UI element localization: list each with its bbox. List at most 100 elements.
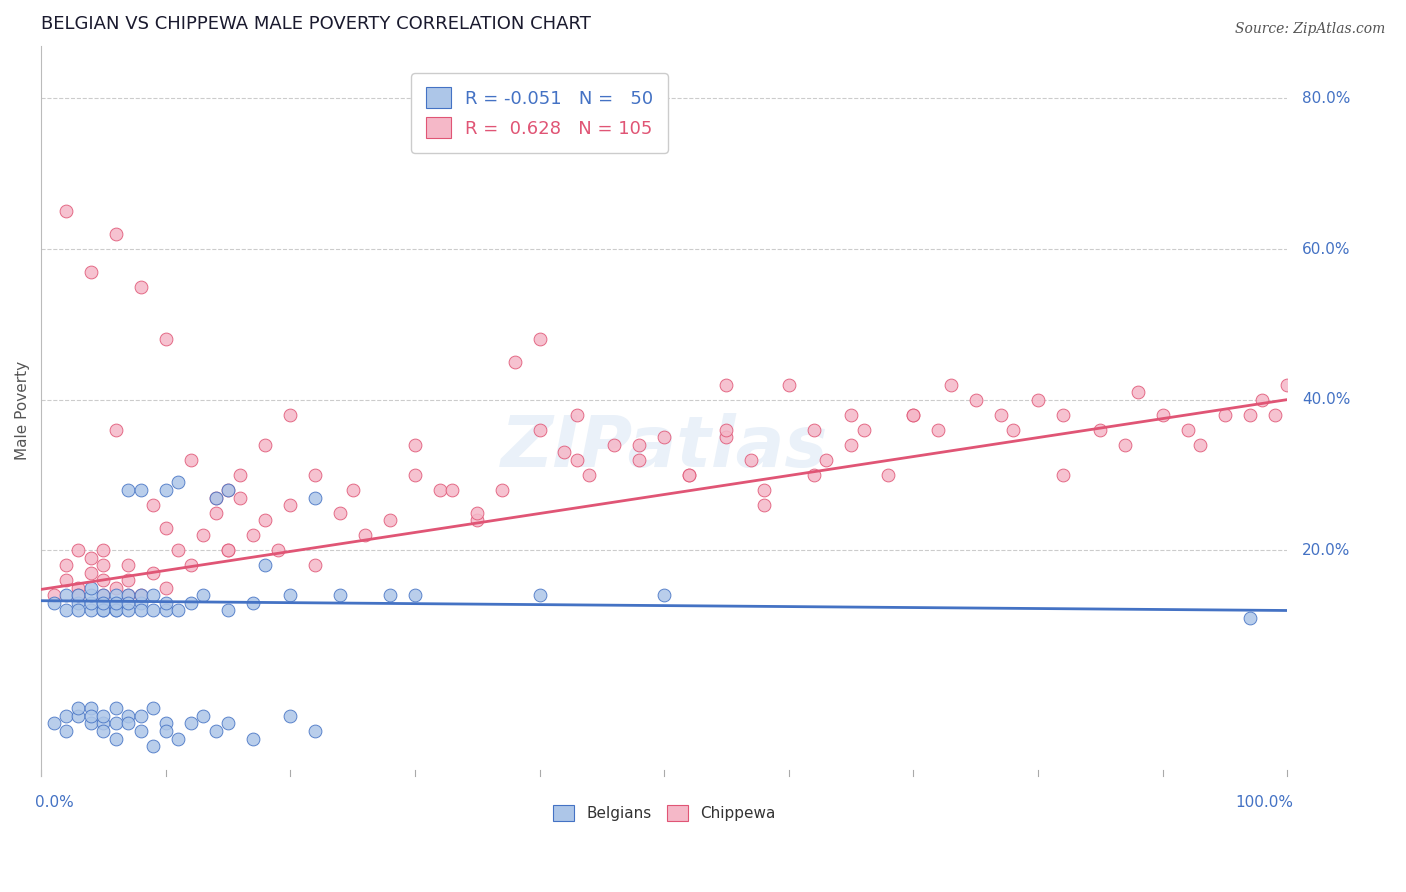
Point	[80, 550, 103, 565]
Point	[104, 589, 127, 603]
Point	[852, 423, 875, 437]
Point	[180, 453, 202, 467]
Point	[155, 716, 177, 731]
Point	[155, 581, 177, 595]
Point	[304, 467, 326, 482]
Point	[1251, 392, 1274, 407]
Point	[1052, 408, 1074, 422]
Text: 60.0%: 60.0%	[1302, 242, 1351, 257]
Point	[42, 596, 65, 610]
Point	[167, 731, 190, 746]
Point	[67, 596, 90, 610]
Point	[529, 589, 551, 603]
Point	[42, 589, 65, 603]
Point	[329, 506, 352, 520]
Point	[117, 558, 139, 573]
Point	[278, 589, 301, 603]
Point	[80, 589, 103, 603]
Point	[155, 483, 177, 497]
Point	[465, 506, 488, 520]
Point	[803, 467, 825, 482]
Point	[191, 589, 214, 603]
Point	[117, 574, 139, 588]
Point	[55, 709, 77, 723]
Point	[129, 603, 152, 617]
Point	[104, 731, 127, 746]
Point	[129, 596, 152, 610]
Point	[1090, 423, 1112, 437]
Point	[404, 467, 426, 482]
Point	[104, 716, 127, 731]
Point	[67, 589, 90, 603]
Point	[191, 528, 214, 542]
Point	[80, 603, 103, 617]
Text: BELGIAN VS CHIPPEWA MALE POVERTY CORRELATION CHART: BELGIAN VS CHIPPEWA MALE POVERTY CORRELA…	[41, 15, 591, 33]
Text: 0.0%: 0.0%	[35, 795, 73, 810]
Point	[117, 709, 139, 723]
Point	[903, 408, 925, 422]
Point	[129, 709, 152, 723]
Point	[80, 264, 103, 278]
Point	[142, 566, 165, 580]
Legend: Belgians, Chippewa: Belgians, Chippewa	[547, 798, 782, 827]
Point	[278, 408, 301, 422]
Point	[55, 723, 77, 738]
Point	[142, 603, 165, 617]
Point	[191, 709, 214, 723]
Point	[117, 596, 139, 610]
Point	[117, 603, 139, 617]
Point	[204, 506, 226, 520]
Text: 40.0%: 40.0%	[1302, 392, 1351, 407]
Point	[117, 483, 139, 497]
Point	[752, 483, 775, 497]
Point	[217, 716, 239, 731]
Point	[877, 467, 900, 482]
Point	[1002, 423, 1025, 437]
Point	[304, 491, 326, 505]
Point	[1213, 408, 1236, 422]
Point	[652, 589, 675, 603]
Point	[129, 589, 152, 603]
Point	[1152, 408, 1174, 422]
Point	[603, 438, 626, 452]
Point	[990, 408, 1012, 422]
Point	[441, 483, 464, 497]
Point	[167, 475, 190, 490]
Point	[42, 716, 65, 731]
Point	[104, 423, 127, 437]
Point	[503, 355, 526, 369]
Point	[80, 566, 103, 580]
Text: Source: ZipAtlas.com: Source: ZipAtlas.com	[1234, 22, 1385, 37]
Point	[304, 558, 326, 573]
Point	[155, 603, 177, 617]
Point	[117, 716, 139, 731]
Point	[55, 574, 77, 588]
Point	[80, 596, 103, 610]
Point	[155, 596, 177, 610]
Point	[217, 603, 239, 617]
Point	[242, 596, 264, 610]
Point	[1239, 408, 1261, 422]
Point	[93, 589, 115, 603]
Text: ZIPatlas: ZIPatlas	[501, 413, 828, 482]
Point	[167, 543, 190, 558]
Point	[142, 498, 165, 512]
Point	[93, 589, 115, 603]
Point	[67, 603, 90, 617]
Point	[378, 513, 401, 527]
Point	[67, 709, 90, 723]
Point	[93, 596, 115, 610]
Point	[104, 227, 127, 241]
Point	[304, 723, 326, 738]
Point	[142, 589, 165, 603]
Point	[839, 438, 862, 452]
Point	[903, 408, 925, 422]
Text: 100.0%: 100.0%	[1236, 795, 1294, 810]
Point	[752, 498, 775, 512]
Point	[939, 377, 962, 392]
Point	[839, 408, 862, 422]
Point	[465, 513, 488, 527]
Point	[67, 581, 90, 595]
Point	[204, 491, 226, 505]
Point	[93, 603, 115, 617]
